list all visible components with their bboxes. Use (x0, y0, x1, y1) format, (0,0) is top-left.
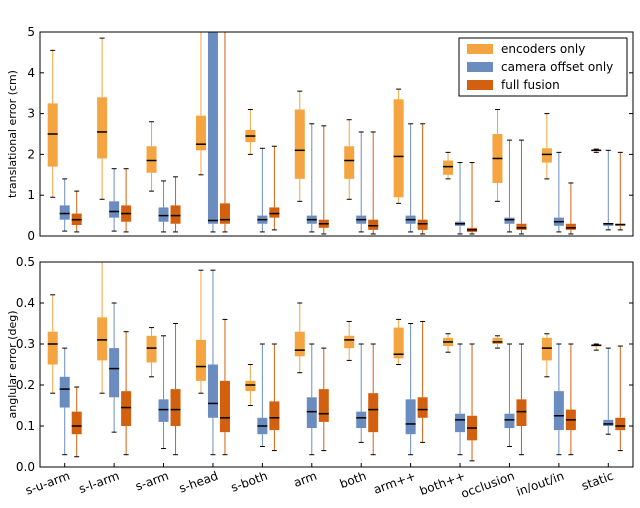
box (294, 109, 305, 179)
box (492, 337, 503, 344)
x-tick-label: in/out/in (514, 469, 565, 499)
box (344, 146, 355, 179)
box (393, 327, 404, 359)
box (146, 335, 157, 363)
box (603, 419, 614, 426)
box (219, 203, 230, 224)
box (356, 411, 367, 429)
legend-swatch (467, 80, 493, 90)
box (158, 399, 169, 422)
legend-label: encoders only (501, 42, 585, 56)
box (417, 397, 428, 418)
box (195, 339, 206, 381)
box (318, 389, 329, 422)
box (47, 331, 58, 365)
box (245, 380, 256, 392)
x-tick-label: both (338, 469, 368, 491)
box (541, 337, 552, 361)
box (553, 391, 564, 431)
box (516, 223, 527, 230)
legend-label: camera offset only (501, 60, 613, 74)
box (344, 335, 355, 349)
box (455, 413, 466, 433)
legend-swatch (467, 62, 493, 72)
plot-area (47, 262, 626, 462)
box (368, 219, 379, 230)
y-tick-label: 0.4 (16, 296, 35, 310)
x-tick-label: s-both (229, 469, 269, 495)
y-tick-label: 0 (27, 229, 35, 243)
y-tick-label: 4 (27, 66, 35, 80)
x-tick-label: arm++ (372, 469, 418, 497)
y-tick-label: 3 (27, 107, 35, 121)
y-axis-label: anglular error (deg) (6, 311, 19, 419)
box (207, 364, 218, 418)
box (504, 413, 515, 429)
box (541, 148, 552, 163)
y-tick-label: 0.3 (16, 337, 35, 351)
box (97, 97, 108, 159)
box (47, 103, 58, 167)
plot-area (47, 32, 626, 235)
box (158, 207, 169, 222)
axes-frame (39, 261, 634, 468)
box (121, 391, 132, 426)
y-tick-label: 1 (27, 188, 35, 202)
box (109, 201, 120, 218)
box (393, 99, 404, 198)
y-tick-label: 0.5 (16, 255, 35, 269)
box (219, 380, 230, 433)
box (71, 411, 82, 435)
legend-swatch (467, 44, 493, 54)
box (306, 397, 317, 429)
box (417, 219, 428, 230)
x-tick-label: both++ (418, 469, 467, 498)
y-axis-label: translational error (cm) (6, 70, 19, 198)
box (294, 331, 305, 357)
box (269, 207, 280, 218)
box (615, 417, 626, 431)
box (516, 399, 527, 426)
box (170, 205, 181, 224)
x-tick-label: s-l-arm (77, 469, 121, 497)
box (109, 348, 120, 398)
x-tick-label: s-arm (133, 469, 170, 494)
box (146, 146, 157, 173)
box (565, 223, 576, 230)
box (170, 389, 181, 426)
y-tick-label: 0.1 (16, 419, 35, 433)
x-tick-label: static (580, 469, 616, 493)
box (97, 317, 108, 361)
box (59, 205, 70, 220)
axes-frame (39, 31, 634, 237)
box (443, 160, 454, 175)
y-tick-label: 2 (27, 147, 35, 161)
box (368, 393, 379, 433)
y-tick-label: 0.2 (16, 378, 35, 392)
box (195, 115, 206, 151)
x-tick-label: occlusion (459, 469, 516, 501)
y-tick-label: 0.0 (16, 460, 35, 474)
x-tick-label: s-head (177, 469, 220, 496)
box (405, 399, 416, 435)
box (269, 401, 280, 431)
box (504, 217, 515, 224)
box (59, 376, 70, 408)
y-tick-label: 5 (27, 25, 35, 39)
box (207, 32, 218, 224)
legend-label: full fusion (501, 78, 560, 92)
x-tick-label: arm (292, 469, 319, 490)
